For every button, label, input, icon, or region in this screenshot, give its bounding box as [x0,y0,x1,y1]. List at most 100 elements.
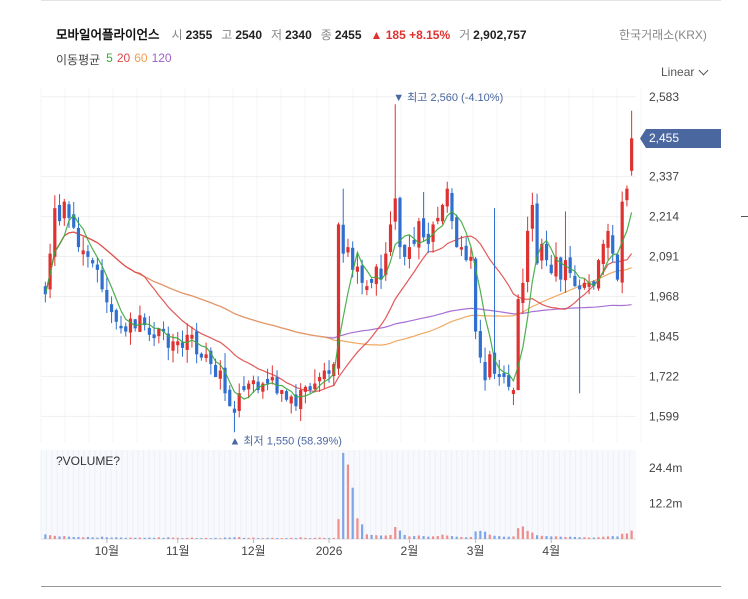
volume-bar [304,537,307,539]
price-tick-label: 2,091 [649,250,679,264]
stock-name: 모바일어플라이언스 [56,28,160,42]
ma-legend-item-120[interactable]: 120 [151,51,172,65]
volume-bar [521,526,524,539]
volume-bar [252,537,255,539]
price-tick-label: 2,583 [649,90,679,104]
volume-bar [540,535,543,539]
volume-bar [488,534,491,539]
candle-body [625,188,629,201]
top-divider [41,0,721,1]
volume-bar [535,535,539,539]
volume-bar [91,537,94,539]
candle-body [270,377,274,381]
candle-body [242,386,246,391]
price-tick-label: 2,337 [649,170,679,184]
max-price-annotation: ▼ 최고 2,560 (-4.10%) [393,91,503,104]
volume-bar [176,537,179,539]
volume-bar [332,537,335,539]
volume-bar [200,538,203,539]
price-grid [40,88,642,442]
volume-bar [356,518,359,539]
price-tick-label: 1,845 [649,329,679,343]
candle-body [355,266,360,272]
volume-bar [592,537,595,539]
volume-bar [559,536,562,539]
scale-selector[interactable]: Linear [661,65,709,79]
candle-body [530,204,534,229]
volume-bar [602,536,605,539]
volume-bar [384,535,387,539]
candle-body [492,352,497,374]
volume-bar [606,536,610,539]
candle-body [540,243,544,261]
candle-body [369,278,374,283]
volume-bar [502,536,506,539]
volume-bar [143,537,146,539]
volume-bar [517,528,520,539]
candle-body [582,282,586,288]
candle-body [81,250,85,255]
candle-body [568,257,572,274]
candle-body [261,383,265,392]
volume-bar [271,537,274,539]
volume-bar [44,534,47,539]
exchange-label: 한국거래소(KRX) [619,28,707,42]
candle-body [223,367,227,394]
candle-body [615,254,620,280]
candle-body [526,230,530,283]
ma-5-line [44,210,633,400]
candle-body [374,266,378,285]
volume-bar [105,537,108,539]
candle-body [549,264,553,274]
volume-bar [578,537,581,539]
volume-panel-title: ?VOLUME? [56,454,121,468]
volume-axis: 24.4m 12.2m [649,461,682,511]
candle-body [507,375,511,387]
candle-body [251,380,255,385]
volume-value: 2,902,757 [473,28,527,42]
volume-bar [257,538,260,539]
ma-20-line [44,231,633,393]
volume-bar [101,536,104,539]
candle-body [365,286,369,291]
candle-body [147,327,151,335]
candle-body [417,221,421,248]
candle-body [469,256,473,261]
price-tick-label: 2,214 [649,210,679,224]
volume-bar [134,537,137,539]
candle-body [213,364,218,378]
volume-bar [313,537,316,539]
candle-body [143,317,147,326]
volume-bar [233,537,236,539]
candle-body [474,258,478,332]
ma-legend-item-5[interactable]: 5 [106,51,113,65]
candle-body [62,201,66,219]
close-label: 종 [320,28,332,42]
volume-bar [280,538,283,539]
candle-body [161,328,166,332]
candle-body [388,224,393,252]
volume-bar [153,537,156,539]
volume-bar [597,537,600,539]
volume-bar [72,536,75,539]
candle-body [431,224,435,242]
ma-legend-item-60[interactable]: 60 [134,51,148,65]
volume-bar [526,530,529,539]
ma-5-path [44,210,633,400]
ma-legend-item-20[interactable]: 20 [116,51,131,65]
volume-bar [441,534,444,539]
candle-body [379,268,383,280]
candle-body [630,138,634,171]
candle-body [412,239,416,244]
candle-body [592,281,596,287]
candle-body [256,381,260,391]
candle-body [152,334,156,339]
candle-body [138,315,142,332]
volume-bar [309,538,312,539]
candle-body [67,204,71,218]
volume-bar [573,536,576,539]
volume-bar [86,536,90,539]
price-axis: 1,599 1,722 1,845 1,968 2,091 2,214 2,337 2,583 [649,90,679,424]
volume-bar [370,534,373,539]
